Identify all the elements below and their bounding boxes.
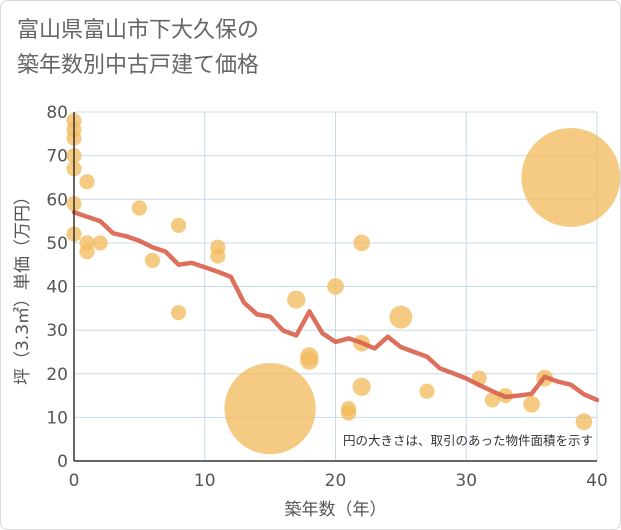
data-bubble bbox=[389, 305, 413, 329]
data-bubble bbox=[131, 200, 147, 216]
chart-title: 富山県富山市下大久保の 築年数別中古戸建て価格 bbox=[17, 13, 259, 83]
y-tick-label: 30 bbox=[46, 321, 68, 341]
data-bubble bbox=[224, 363, 316, 455]
data-bubble bbox=[210, 248, 226, 264]
data-bubble bbox=[92, 235, 108, 251]
data-bubbles bbox=[66, 113, 620, 455]
data-bubble bbox=[144, 252, 161, 268]
y-tick-label: 60 bbox=[46, 190, 68, 210]
y-axis-label: 坪（3.3㎡）単価（万円） bbox=[13, 188, 33, 385]
data-bubble bbox=[171, 305, 187, 321]
y-tick-label: 0 bbox=[57, 452, 68, 472]
data-bubble bbox=[353, 234, 371, 252]
data-bubble bbox=[300, 351, 319, 370]
x-tick-label: 40 bbox=[586, 471, 608, 491]
data-bubble bbox=[79, 174, 95, 190]
data-bubble bbox=[419, 383, 435, 399]
x-tick-label: 20 bbox=[325, 471, 347, 491]
y-tick-label: 70 bbox=[46, 147, 68, 167]
y-tick-label: 50 bbox=[46, 234, 68, 254]
data-bubble bbox=[287, 290, 306, 309]
trend-line-group bbox=[71, 210, 600, 403]
chart-title-line-1: 富山県富山市下大久保の bbox=[17, 18, 260, 43]
y-tick-label: 80 bbox=[46, 103, 68, 123]
axis-ticks: 0 10 20 30 40 0 10 20 30 40 50 60 70 80 bbox=[46, 103, 607, 491]
y-tick-label: 10 bbox=[46, 408, 68, 428]
x-tick-label: 30 bbox=[455, 471, 477, 491]
data-bubble bbox=[523, 395, 540, 413]
data-bubble bbox=[171, 217, 187, 234]
y-tick-label: 20 bbox=[46, 365, 68, 385]
trend-line bbox=[71, 210, 600, 403]
axes bbox=[73, 112, 597, 462]
data-bubble bbox=[484, 392, 500, 408]
x-axis-label: 築年数（年） bbox=[285, 500, 387, 520]
data-bubble bbox=[79, 244, 95, 260]
data-bubble bbox=[327, 278, 344, 295]
data-bubble bbox=[521, 128, 620, 227]
x-tick-label: 10 bbox=[194, 471, 216, 491]
y-tick-label: 40 bbox=[46, 278, 68, 298]
data-bubble bbox=[340, 405, 357, 421]
chart-title-line-2: 築年数別中古戸建て価格 bbox=[17, 53, 260, 78]
data-bubble bbox=[575, 413, 593, 431]
x-tick-label: 0 bbox=[69, 471, 80, 491]
bubble-size-note: 円の大きさは、取引のあった物件面積を示す bbox=[343, 433, 593, 448]
data-bubble bbox=[352, 377, 371, 396]
